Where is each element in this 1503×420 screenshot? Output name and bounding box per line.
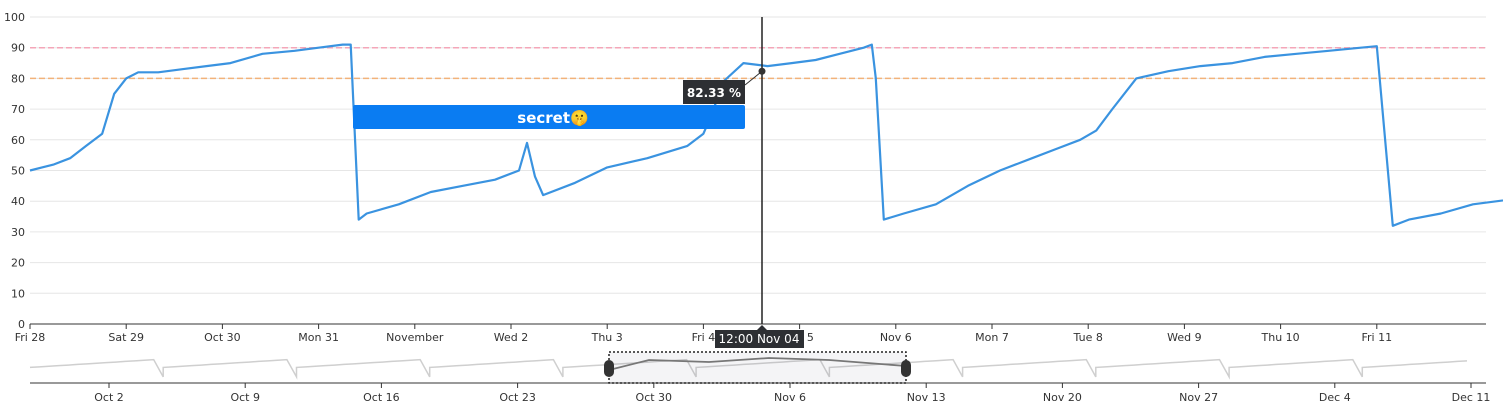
y-axis: 0 10 20 30 40 50 60 70 80 90 100 [4, 11, 1486, 331]
crosshair-leader [744, 70, 763, 86]
crosshair-date-label: 12:00 Nov 04 [719, 332, 800, 346]
series-group [29, 43, 1503, 227]
x-tick-label: Nov 6 [880, 331, 912, 344]
navigator-series [29, 358, 1468, 380]
y-tick-label: 50 [11, 165, 25, 178]
navigator-tick-label: Oct 9 [230, 391, 260, 404]
navigator-window [608, 351, 907, 384]
x-tick-label: November [386, 331, 444, 344]
secret-banner-text: secret🤫 [517, 109, 588, 127]
y-tick-label: 40 [11, 195, 25, 208]
x-tick-label: Thu 10 [1261, 331, 1300, 344]
crosshair-value-label: 82.33 % [687, 86, 741, 100]
navigator[interactable]: Oct 2 Oct 9 Oct 16 Oct 23 Oct 30 Nov 6 Nov 13 N… [29, 351, 1491, 404]
navigator-selected-series [608, 357, 907, 371]
series-line [29, 43, 1503, 227]
y-tick-label: 70 [11, 103, 25, 116]
navigator-tick-label: Oct 2 [94, 391, 124, 404]
grid [30, 16, 1486, 294]
navigator-tick-label: Oct 16 [363, 391, 400, 404]
navigator-tick-label: Nov 27 [1179, 391, 1218, 404]
x-tick-label: Fri 11 [1361, 331, 1392, 344]
navigator-tick-label: Nov 6 [774, 391, 806, 404]
y-tick-label: 30 [11, 226, 25, 239]
x-tick-label: Thu 3 [591, 331, 623, 344]
crosshair: 82.33 % 12:00 Nov 04 [683, 17, 804, 348]
y-tick-label: 0 [18, 318, 25, 331]
secret-banner-box [353, 105, 745, 129]
threshold-lines [30, 46, 1486, 80]
navigator-tick-label: Dec 4 [1319, 391, 1351, 404]
y-tick-label: 10 [11, 287, 25, 300]
navigator-handle [901, 360, 911, 377]
navigator-tick-label: Nov 13 [907, 391, 946, 404]
crosshair-value-box [683, 80, 745, 104]
navigator-tick-label: Dec 11 [1452, 391, 1491, 404]
y-tick-label: 60 [11, 134, 25, 147]
navigator-tick-label: Oct 30 [636, 391, 673, 404]
x-axis: Fri 28 Sat 29 Oct 30 Mon 31 November Wed 2 Thu… [15, 324, 1392, 344]
x-tick-label: Fri 4 [692, 331, 716, 344]
y-tick-label: 90 [11, 42, 25, 55]
x-tick-label: Mon 7 [975, 331, 1009, 344]
navigator-tick-label: Nov 20 [1043, 391, 1082, 404]
x-tick-label: Wed 9 [1167, 331, 1201, 344]
crosshair-date-box [715, 330, 804, 348]
crosshair-date-pointer [757, 325, 767, 330]
y-tick-label: 100 [4, 11, 25, 24]
x-tick-label: Fri 28 [15, 331, 46, 344]
x-tick-label: Wed 2 [494, 331, 528, 344]
x-tick-label: Tue 8 [1073, 331, 1103, 344]
navigator-tick-label: Oct 23 [499, 391, 536, 404]
x-tick-label: Mon 31 [298, 331, 339, 344]
x-tick-label: Sat 29 [108, 331, 144, 344]
navigator-handle [604, 360, 614, 377]
y-tick-label: 80 [11, 72, 25, 85]
y-tick-label: 20 [11, 257, 25, 270]
x-tick-label: Oct 30 [204, 331, 241, 344]
secret-banner: secret🤫 [353, 105, 745, 129]
